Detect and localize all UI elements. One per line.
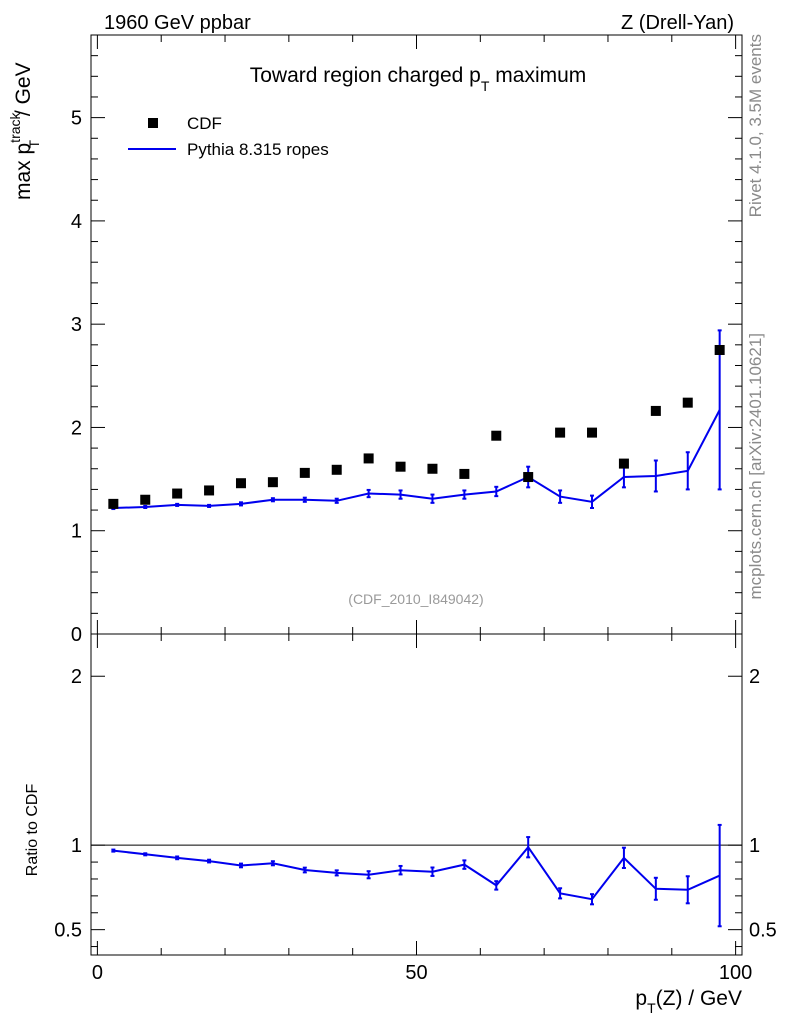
cdf-data-point xyxy=(555,427,566,438)
cdf-data-point xyxy=(523,472,534,483)
ratio-axis-ticks: 0.5 0.5 1 1 2 2 0 50 100 xyxy=(54,634,777,984)
main-ylabel-sub: T xyxy=(26,139,42,148)
rivet-label: Rivet 4.1.0, 3.5M events xyxy=(746,34,765,217)
legend-data-label: CDF xyxy=(187,114,222,133)
ratio-y-tick-label-right: 0.5 xyxy=(749,920,777,942)
mc-series-line xyxy=(113,409,721,509)
main-ylabel-prefix: max p xyxy=(12,143,35,200)
main-ylabel-sup: track xyxy=(7,111,23,142)
main-y-tick-label: 2 xyxy=(71,417,82,439)
cdf-data-point xyxy=(650,405,661,416)
main-y-tick-label: 0 xyxy=(71,624,82,646)
cdf-data-point xyxy=(618,458,629,469)
ratio-y-tick-label-right: 2 xyxy=(749,666,760,688)
x-tick-label: 0 xyxy=(92,962,103,984)
legend: CDF Pythia 8.315 ropes xyxy=(128,114,329,159)
main-y-tick-label: 5 xyxy=(71,108,82,130)
header-left: 1960 GeV ppbar xyxy=(104,12,251,34)
legend-data-marker xyxy=(148,118,158,128)
legend-mc-label: Pythia 8.315 ropes xyxy=(187,140,329,159)
cdf-data-point xyxy=(587,427,598,438)
cdf-data-point xyxy=(714,344,725,355)
main-y-tick-label: 4 xyxy=(71,211,82,233)
cdf-data-point xyxy=(172,488,183,499)
main-title: Toward region charged pT maximum xyxy=(250,64,587,94)
cdf-data-point xyxy=(363,453,374,464)
cdf-data-point xyxy=(491,430,502,441)
ratio-y-tick-label-right: 1 xyxy=(749,835,760,857)
x-axis-label-suffix: (Z) / GeV xyxy=(656,987,742,1010)
analysis-reference: (CDF_2010_I849042) xyxy=(348,591,483,607)
cdf-data-point xyxy=(299,467,310,478)
main-ylabel-suffix: / GeV xyxy=(12,62,35,122)
ratio-y-tick-label: 1 xyxy=(71,835,82,857)
x-axis-label-sub: T xyxy=(647,1000,656,1016)
main-title-suffix: maximum xyxy=(489,64,586,87)
ratio-series-layer xyxy=(91,823,742,928)
mcplots-label: mcplots.cern.ch [arXiv:2401.10621] xyxy=(746,333,765,599)
main-title-sub: T xyxy=(481,78,490,94)
cdf-data-point xyxy=(682,397,693,408)
x-axis-label-prefix: p xyxy=(635,987,647,1010)
cdf-data-point xyxy=(108,498,119,509)
cdf-data-point xyxy=(140,494,151,505)
x-axis-label: pT(Z) / GeV xyxy=(635,987,742,1016)
ratio-series-line xyxy=(113,845,721,901)
cdf-data-point xyxy=(267,477,278,488)
ratio-y-tick-label: 2 xyxy=(71,666,82,688)
cdf-data-point xyxy=(427,463,438,474)
ratio-panel-frame xyxy=(90,633,743,956)
cdf-data-point xyxy=(235,478,246,489)
ratio-y-tick-label: 0.5 xyxy=(54,920,82,942)
main-y-tick-label: 1 xyxy=(71,521,82,543)
ratio-ylabel: Ratio to CDF xyxy=(24,784,41,877)
x-tick-label: 100 xyxy=(719,962,752,984)
main-series-layer xyxy=(108,329,725,511)
header-right: Z (Drell-Yan) xyxy=(621,12,734,34)
cdf-data-point xyxy=(331,464,342,475)
cdf-data-point xyxy=(395,461,406,472)
main-axis-ticks: 0 1 2 3 4 5 xyxy=(71,34,742,646)
cdf-data-point xyxy=(204,485,215,496)
main-y-tick-label: 3 xyxy=(71,314,82,336)
cdf-data-point xyxy=(459,468,470,479)
x-tick-label: 50 xyxy=(405,962,427,984)
main-ylabel: max ptrackT / GeV xyxy=(7,62,42,200)
main-title-prefix: Toward region charged p xyxy=(250,64,481,87)
